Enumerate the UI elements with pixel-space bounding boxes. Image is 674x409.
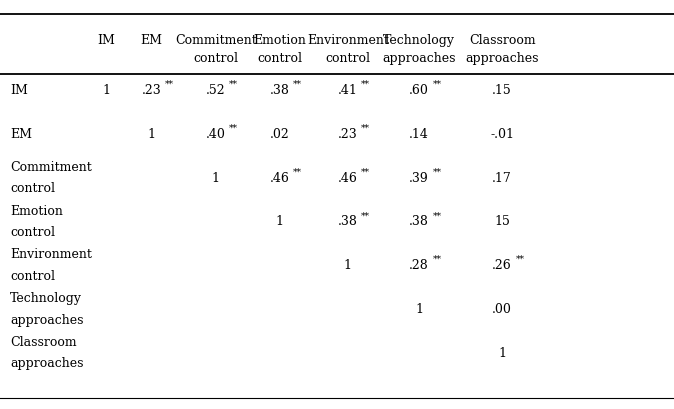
Text: **: ** bbox=[433, 255, 441, 264]
Text: control: control bbox=[326, 52, 370, 65]
Text: control: control bbox=[10, 270, 55, 283]
Text: .38: .38 bbox=[338, 216, 358, 228]
Text: Environment: Environment bbox=[307, 34, 389, 47]
Text: **: ** bbox=[293, 80, 302, 89]
Text: **: ** bbox=[433, 211, 441, 220]
Text: .17: .17 bbox=[492, 172, 512, 184]
Text: .23: .23 bbox=[338, 128, 358, 141]
Text: .46: .46 bbox=[270, 172, 290, 184]
Text: approaches: approaches bbox=[10, 314, 84, 326]
Text: 1: 1 bbox=[212, 172, 220, 184]
Text: .39: .39 bbox=[409, 172, 429, 184]
Text: .26: .26 bbox=[492, 259, 512, 272]
Text: .00: .00 bbox=[492, 303, 512, 316]
Text: 1: 1 bbox=[415, 303, 423, 316]
Text: .60: .60 bbox=[409, 84, 429, 97]
Text: 1: 1 bbox=[498, 347, 506, 360]
Text: .14: .14 bbox=[409, 128, 429, 141]
Text: .23: .23 bbox=[142, 84, 162, 97]
Text: .52: .52 bbox=[206, 84, 226, 97]
Text: .41: .41 bbox=[338, 84, 358, 97]
Text: Technology: Technology bbox=[384, 34, 455, 47]
Text: Environment: Environment bbox=[10, 249, 92, 261]
Text: 1: 1 bbox=[148, 128, 156, 141]
Text: Classroom: Classroom bbox=[10, 336, 77, 349]
Text: .46: .46 bbox=[338, 172, 358, 184]
Text: IM: IM bbox=[10, 84, 28, 97]
Text: .28: .28 bbox=[409, 259, 429, 272]
Text: approaches: approaches bbox=[382, 52, 456, 65]
Text: **: ** bbox=[229, 124, 238, 133]
Text: **: ** bbox=[361, 211, 370, 220]
Text: IM: IM bbox=[98, 34, 115, 47]
Text: .38: .38 bbox=[270, 84, 290, 97]
Text: approaches: approaches bbox=[10, 357, 84, 370]
Text: **: ** bbox=[229, 80, 238, 89]
Text: 15: 15 bbox=[494, 216, 510, 228]
Text: approaches: approaches bbox=[465, 52, 539, 65]
Text: control: control bbox=[193, 52, 238, 65]
Text: **: ** bbox=[165, 80, 174, 89]
Text: Classroom: Classroom bbox=[469, 34, 535, 47]
Text: **: ** bbox=[516, 255, 524, 264]
Text: **: ** bbox=[361, 124, 370, 133]
Text: **: ** bbox=[293, 168, 302, 177]
Text: control: control bbox=[257, 52, 302, 65]
Text: EM: EM bbox=[10, 128, 32, 141]
Text: control: control bbox=[10, 182, 55, 195]
Text: Emotion: Emotion bbox=[253, 34, 306, 47]
Text: 1: 1 bbox=[276, 216, 284, 228]
Text: Commitment: Commitment bbox=[10, 161, 92, 174]
Text: -.01: -.01 bbox=[490, 128, 514, 141]
Text: Emotion: Emotion bbox=[10, 205, 63, 218]
Text: **: ** bbox=[433, 80, 441, 89]
Text: **: ** bbox=[361, 168, 370, 177]
Text: .40: .40 bbox=[206, 128, 226, 141]
Text: .02: .02 bbox=[270, 128, 290, 141]
Text: Commitment: Commitment bbox=[175, 34, 257, 47]
Text: .38: .38 bbox=[409, 216, 429, 228]
Text: 1: 1 bbox=[102, 84, 111, 97]
Text: EM: EM bbox=[141, 34, 162, 47]
Text: control: control bbox=[10, 226, 55, 239]
Text: Technology: Technology bbox=[10, 292, 82, 305]
Text: .15: .15 bbox=[492, 84, 512, 97]
Text: **: ** bbox=[433, 168, 441, 177]
Text: 1: 1 bbox=[344, 259, 352, 272]
Text: **: ** bbox=[361, 80, 370, 89]
